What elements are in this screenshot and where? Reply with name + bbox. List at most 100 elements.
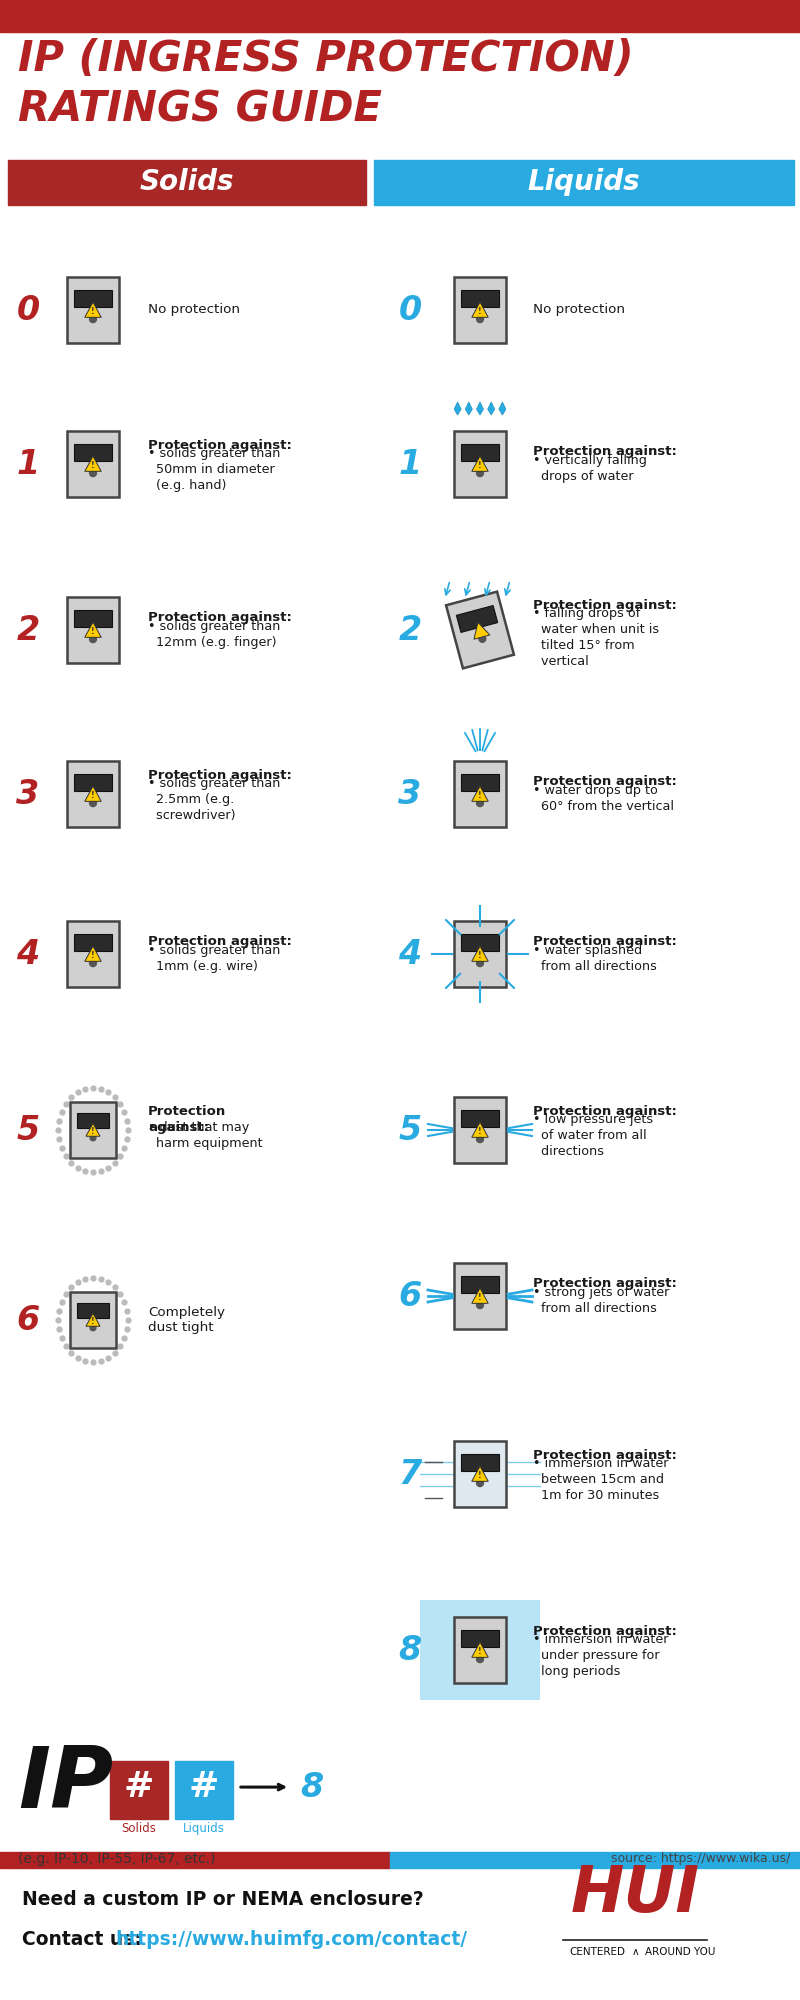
Polygon shape xyxy=(85,946,102,962)
Polygon shape xyxy=(472,1466,488,1482)
Polygon shape xyxy=(472,1122,488,1138)
Text: !: ! xyxy=(91,462,95,470)
Text: AROUND YOU: AROUND YOU xyxy=(645,1946,715,1956)
Polygon shape xyxy=(472,1642,488,1658)
Text: !: ! xyxy=(478,1648,482,1656)
Polygon shape xyxy=(74,444,112,462)
Polygon shape xyxy=(86,1124,100,1136)
Polygon shape xyxy=(454,922,506,986)
Text: • falling drops of
  water when unit is
  tilted 15° from
  vertical: • falling drops of water when unit is ti… xyxy=(533,608,659,668)
Text: 3: 3 xyxy=(398,778,422,810)
Text: 0: 0 xyxy=(398,294,422,326)
Text: !: ! xyxy=(91,1126,95,1136)
Text: Protection against:: Protection against: xyxy=(148,936,292,948)
Polygon shape xyxy=(472,456,488,472)
Polygon shape xyxy=(77,1302,110,1318)
Polygon shape xyxy=(66,762,119,826)
Text: IP: IP xyxy=(18,1742,113,1826)
Text: • solids greater than
  12mm (e.g. finger): • solids greater than 12mm (e.g. finger) xyxy=(148,620,280,648)
Text: !: ! xyxy=(91,792,95,800)
Text: 6: 6 xyxy=(398,1280,422,1312)
Circle shape xyxy=(477,960,483,966)
Bar xyxy=(420,1600,540,1700)
Text: https://www.huimfg.com/contact/: https://www.huimfg.com/contact/ xyxy=(115,1930,468,1948)
Polygon shape xyxy=(454,432,506,496)
Text: • dust that may
  harm equipment: • dust that may harm equipment xyxy=(148,1122,262,1150)
Text: No protection: No protection xyxy=(148,304,240,316)
Text: Protection against:: Protection against: xyxy=(533,1278,677,1290)
Text: Completely
dust tight: Completely dust tight xyxy=(148,1306,225,1334)
Polygon shape xyxy=(454,1264,506,1328)
Polygon shape xyxy=(461,1276,499,1294)
Polygon shape xyxy=(446,592,514,668)
Circle shape xyxy=(90,316,97,322)
Polygon shape xyxy=(472,302,488,318)
Circle shape xyxy=(477,470,483,476)
Text: source: https://www.wika.us/: source: https://www.wika.us/ xyxy=(610,1852,790,1864)
Text: !: ! xyxy=(91,1316,95,1326)
Text: No protection: No protection xyxy=(533,304,625,316)
Circle shape xyxy=(477,1480,483,1486)
Polygon shape xyxy=(461,1454,499,1472)
Text: Protection against:: Protection against: xyxy=(533,446,677,458)
Circle shape xyxy=(477,1302,483,1308)
Text: • water splashed
  from all directions: • water splashed from all directions xyxy=(533,944,657,972)
Text: • water drops up to
  60° from the vertical: • water drops up to 60° from the vertica… xyxy=(533,784,674,812)
Text: 8: 8 xyxy=(300,1770,323,1804)
Text: Protection
against:: Protection against: xyxy=(148,1106,226,1134)
Circle shape xyxy=(90,960,97,966)
Text: 5: 5 xyxy=(398,1114,422,1146)
Polygon shape xyxy=(66,278,119,342)
Text: • strong jets of water
  from all directions: • strong jets of water from all directio… xyxy=(533,1286,670,1314)
Text: HUI: HUI xyxy=(570,1864,699,1924)
Text: • immersion in water
  between 15cm and
  1m for 30 minutes: • immersion in water between 15cm and 1m… xyxy=(533,1458,669,1502)
Bar xyxy=(0,0,800,32)
Polygon shape xyxy=(66,922,119,986)
Polygon shape xyxy=(472,1288,488,1304)
Polygon shape xyxy=(461,1110,499,1128)
Circle shape xyxy=(90,800,97,806)
Text: !: ! xyxy=(478,308,482,316)
Circle shape xyxy=(479,636,486,642)
Text: 6: 6 xyxy=(16,1304,40,1336)
Polygon shape xyxy=(85,456,102,472)
Polygon shape xyxy=(472,946,488,962)
Text: 5: 5 xyxy=(16,1114,40,1146)
Polygon shape xyxy=(85,622,102,638)
Text: • immersion in water
  under pressure for
  long periods: • immersion in water under pressure for … xyxy=(533,1634,669,1678)
Polygon shape xyxy=(454,762,506,826)
Circle shape xyxy=(477,800,483,806)
Text: 4: 4 xyxy=(398,938,422,970)
Polygon shape xyxy=(466,402,472,416)
Text: 3: 3 xyxy=(16,778,40,810)
Polygon shape xyxy=(70,1292,115,1348)
Text: !: ! xyxy=(478,1128,482,1136)
Text: Protection against:: Protection against: xyxy=(148,440,292,452)
Text: • solids greater than
  2.5mm (e.g.
  screwdriver): • solids greater than 2.5mm (e.g. screwd… xyxy=(148,778,280,822)
Text: Protection against:: Protection against: xyxy=(148,770,292,782)
Text: Solids: Solids xyxy=(122,1822,157,1836)
Circle shape xyxy=(477,1136,483,1142)
Text: RATINGS GUIDE: RATINGS GUIDE xyxy=(18,88,382,130)
Polygon shape xyxy=(454,1098,506,1162)
Text: !: ! xyxy=(91,308,95,316)
Bar xyxy=(374,160,794,206)
Text: 1: 1 xyxy=(398,448,422,480)
Text: • vertically falling
  drops of water: • vertically falling drops of water xyxy=(533,454,647,482)
Text: Protection against:: Protection against: xyxy=(533,776,677,788)
Polygon shape xyxy=(66,432,119,496)
Circle shape xyxy=(90,470,97,476)
Polygon shape xyxy=(74,290,112,308)
Bar xyxy=(175,1762,233,1820)
Text: !: ! xyxy=(478,1294,482,1302)
Polygon shape xyxy=(499,402,506,416)
Polygon shape xyxy=(454,278,506,342)
Polygon shape xyxy=(474,622,490,640)
Text: Liquids: Liquids xyxy=(183,1822,225,1836)
Bar xyxy=(8,160,366,206)
Text: • solids greater than
  1mm (e.g. wire): • solids greater than 1mm (e.g. wire) xyxy=(148,944,280,972)
Polygon shape xyxy=(66,598,119,662)
Text: 7: 7 xyxy=(398,1458,422,1490)
Text: Protection against:: Protection against: xyxy=(533,600,677,612)
Polygon shape xyxy=(461,290,499,308)
